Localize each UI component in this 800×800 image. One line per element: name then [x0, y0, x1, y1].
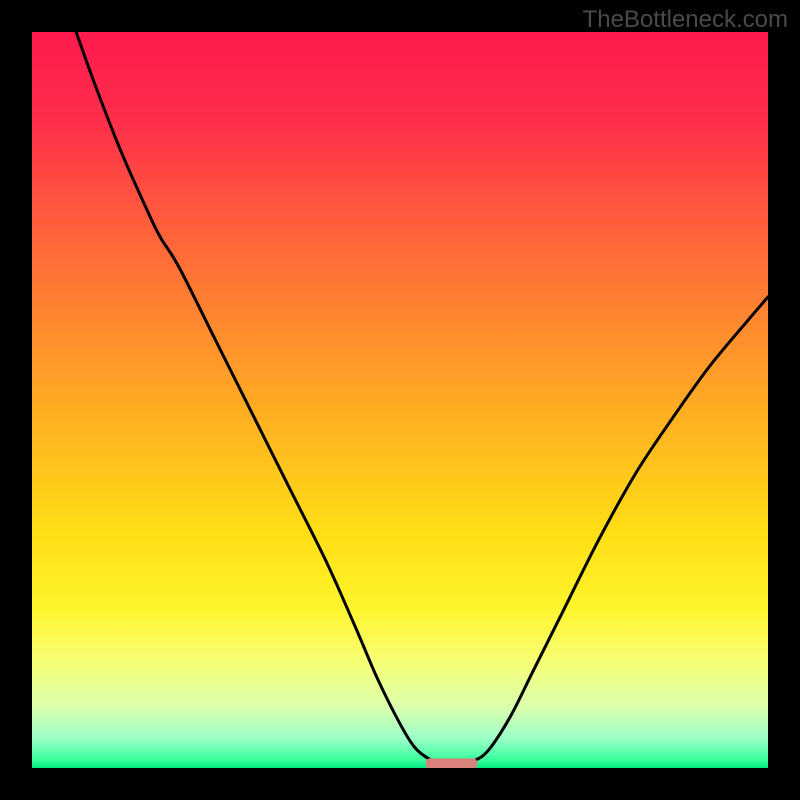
curve-layer — [32, 32, 768, 768]
bottleneck-curve — [76, 32, 768, 762]
chart-container: TheBottleneck.com — [0, 0, 800, 800]
plot-area — [32, 32, 768, 768]
watermark-text: TheBottleneck.com — [583, 6, 788, 34]
optimal-range-marker — [426, 758, 478, 768]
